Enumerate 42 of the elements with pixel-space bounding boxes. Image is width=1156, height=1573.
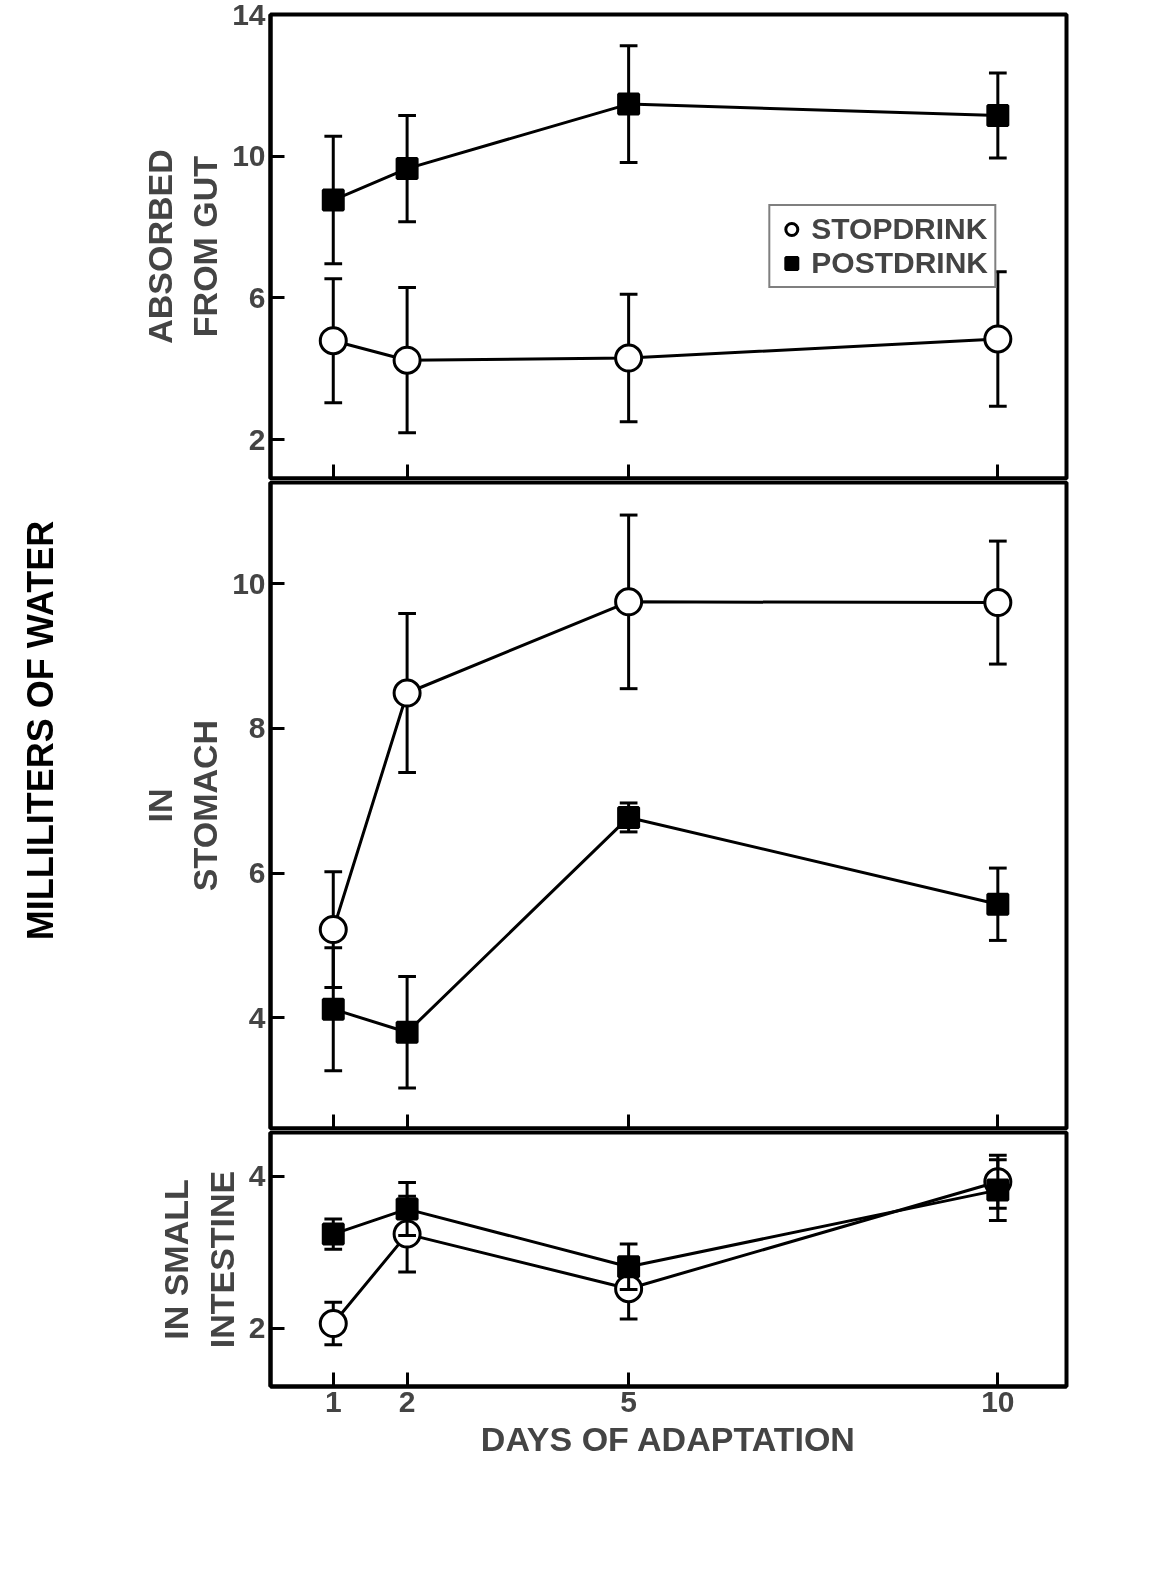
y-tick-label: 10: [232, 139, 266, 173]
y-tick-label: 4: [248, 1000, 266, 1034]
point: [983, 588, 1013, 618]
x-tick-label: 1: [324, 1384, 342, 1418]
point: [318, 326, 348, 356]
x-tick-label: 5: [620, 1384, 637, 1418]
point: [614, 587, 644, 617]
point: [395, 1197, 419, 1221]
text: MILLILITERS OF WATER: [20, 520, 61, 941]
point: [321, 1222, 345, 1246]
y-tick-label: 2: [248, 1311, 266, 1345]
y-tick-label: 10: [232, 566, 266, 600]
point: [983, 324, 1013, 354]
y-tick-label: 4: [248, 1159, 266, 1193]
y-tick-label: 14: [232, 0, 266, 31]
point: [617, 805, 641, 829]
legend-label: STOPDRINK: [811, 212, 988, 246]
point: [318, 1309, 348, 1339]
point: [392, 345, 422, 375]
point: [318, 915, 348, 945]
point: [617, 1255, 641, 1279]
point: [986, 103, 1010, 127]
x-axis-title: DAYS OF ADAPTATION: [480, 1419, 855, 1458]
y-tick-label: 8: [248, 711, 266, 745]
y-axis-title: ABSORBED FROM GUT: [140, 149, 225, 344]
point: [392, 678, 422, 708]
y-tick-label: 6: [248, 856, 266, 890]
y-axis-title: IN STOMACH: [140, 719, 225, 892]
point: [321, 188, 345, 212]
point: [395, 157, 419, 181]
point: [986, 1178, 1010, 1202]
y-axis-title: IN SMALL INTESTINE: [157, 1170, 241, 1349]
x-tick-label: 2: [398, 1384, 416, 1418]
point: [614, 343, 644, 373]
y-tick-label: 2: [248, 422, 266, 456]
y-tick-label: 6: [248, 280, 266, 314]
point: [395, 1020, 419, 1044]
point: [986, 892, 1010, 916]
legend-label: POSTDRINK: [811, 246, 988, 280]
x-tick-label: 10: [981, 1384, 1015, 1418]
point: [321, 997, 345, 1021]
point: [617, 92, 641, 116]
